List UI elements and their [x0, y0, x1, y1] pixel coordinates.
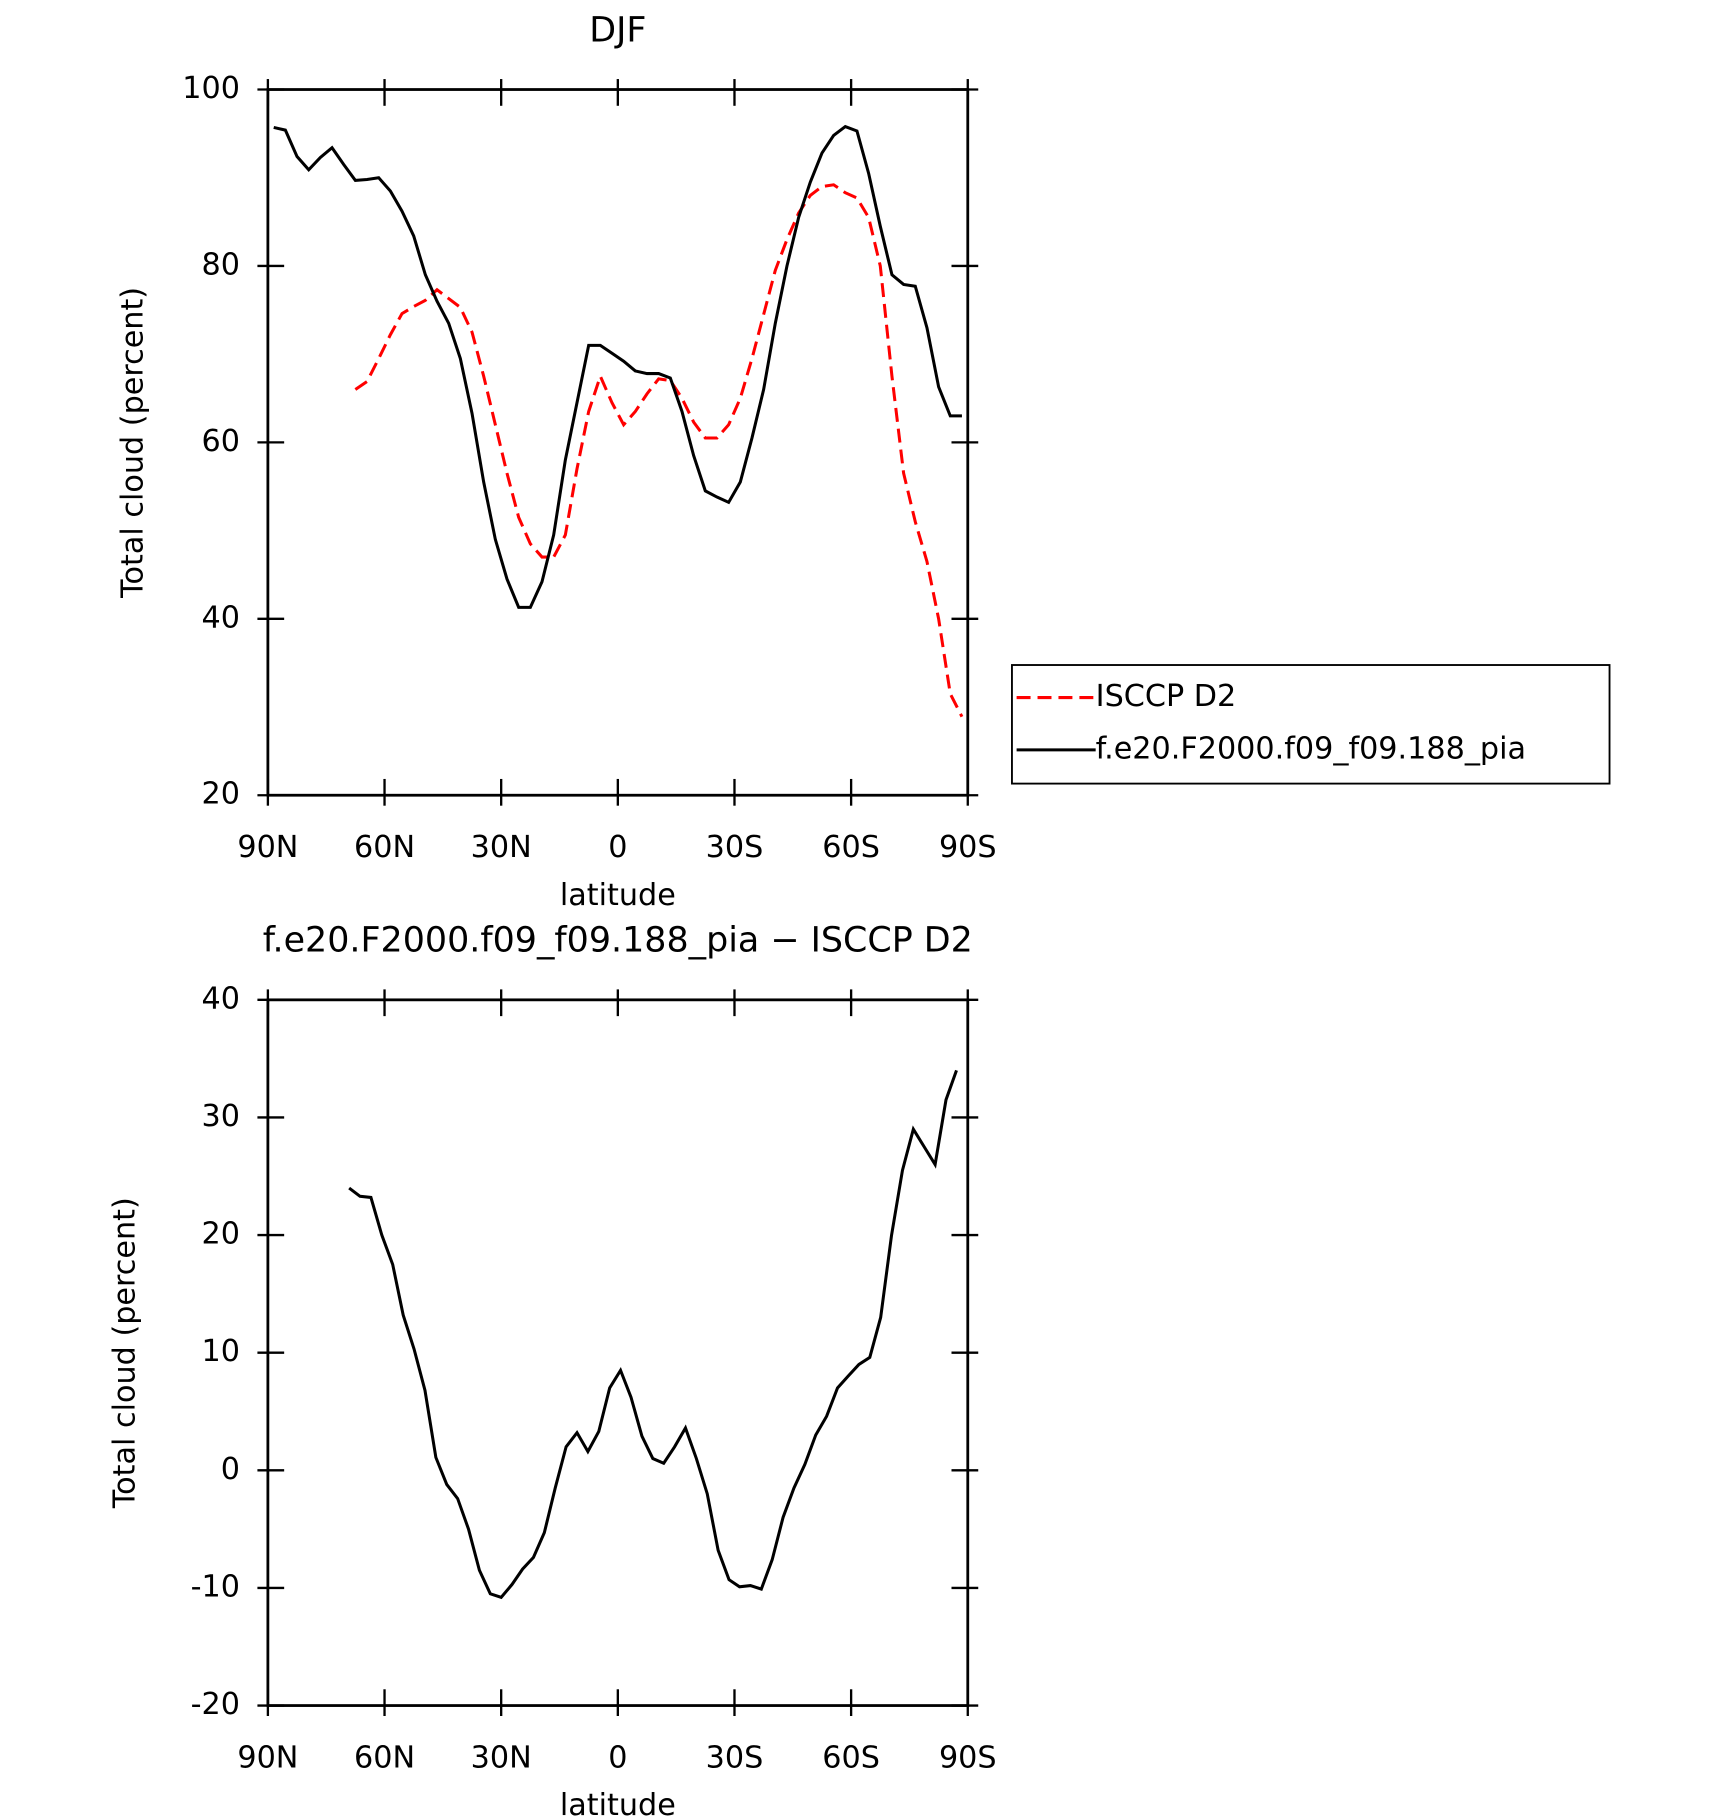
legend-box [1011, 664, 1611, 785]
plot-frame [266, 998, 970, 1707]
data-line [273, 124, 962, 609]
y-tick-label: 30 [202, 1099, 240, 1134]
y-tick-label: 40 [202, 600, 240, 635]
y-tick-label: 20 [202, 1217, 240, 1252]
y-tick-label: 100 [182, 71, 240, 106]
legend-label: f.e20.F2000.f09_f09.188_pia [1096, 731, 1526, 766]
x-tick-label: 90N [237, 830, 298, 865]
x-tick-label: 0 [608, 1741, 627, 1776]
y-tick-label: 60 [202, 424, 240, 459]
x-tick-label: 30S [706, 1741, 764, 1776]
plot-frame [266, 88, 970, 797]
x-tick-label: 30N [471, 830, 532, 865]
legend-label: ISCCP D2 [1096, 679, 1237, 714]
x-tick-label: 90S [939, 830, 997, 865]
y-axis-label: Total cloud (percent) [108, 1197, 143, 1509]
y-tick-label: -10 [191, 1569, 240, 1604]
y-tick-label: 40 [202, 981, 240, 1016]
y-tick-label: 80 [202, 247, 240, 282]
chart-title: f.e20.F2000.f09_f09.188_pia − ISCCP D2 [263, 921, 973, 961]
x-tick-label: 60N [354, 1741, 415, 1776]
x-axis-label: latitude [560, 1788, 676, 1816]
x-tick-label: 90N [237, 1741, 298, 1776]
x-tick-label: 0 [608, 830, 627, 865]
x-tick-label: 30S [706, 830, 764, 865]
y-axis-label: Total cloud (percent) [116, 287, 151, 599]
x-tick-label: 90S [939, 1741, 997, 1776]
x-tick-label: 60S [822, 830, 880, 865]
x-tick-label: 30N [471, 1741, 532, 1776]
y-tick-label: 0 [221, 1452, 240, 1487]
y-tick-label: 20 [202, 777, 240, 812]
data-line [348, 1069, 958, 1600]
data-line [354, 183, 964, 718]
chart-title: DJF [589, 10, 646, 50]
y-tick-label: 10 [202, 1334, 240, 1369]
x-axis-label: latitude [560, 878, 676, 913]
x-tick-label: 60N [354, 830, 415, 865]
x-tick-label: 60S [822, 1741, 880, 1776]
y-tick-label: -20 [191, 1687, 240, 1722]
